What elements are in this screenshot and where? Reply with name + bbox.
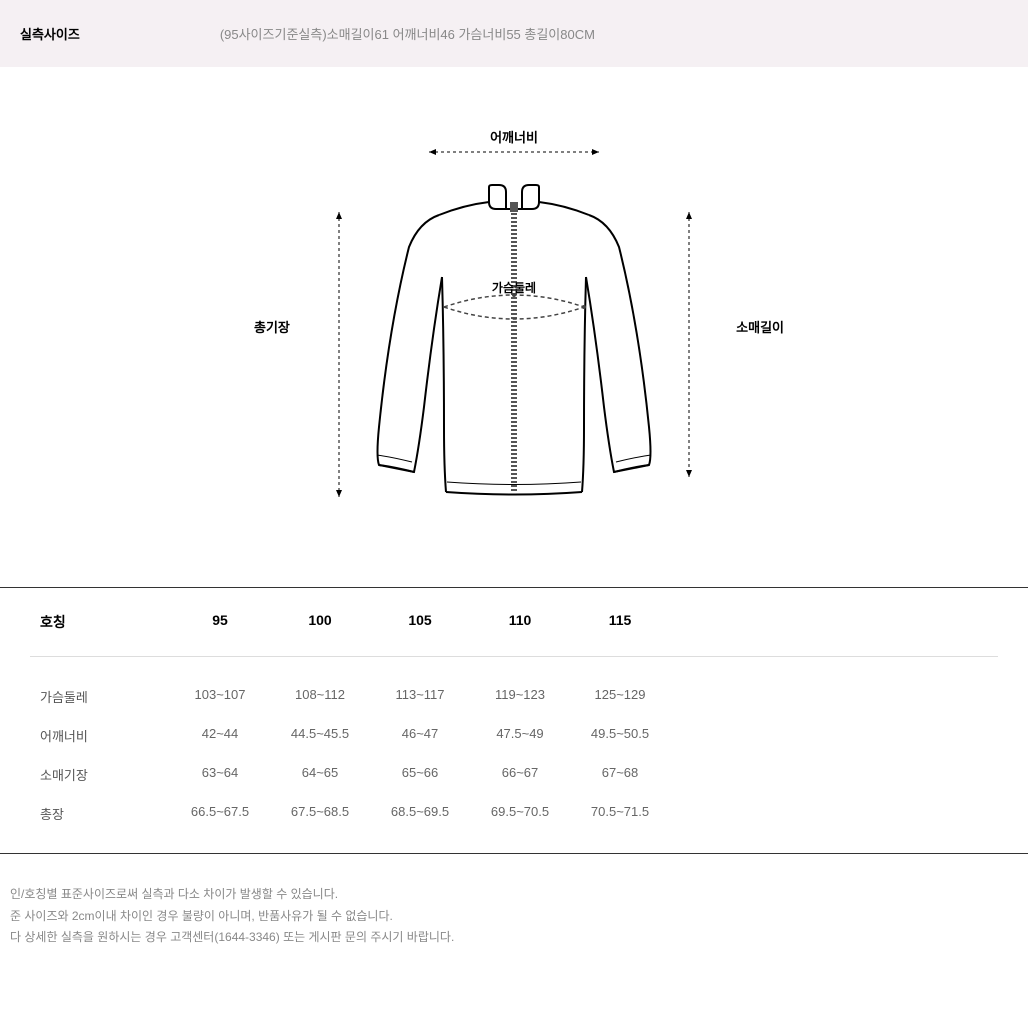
table-row: 소매기장 63~64 64~65 65~66 66~67 67~68: [30, 755, 998, 794]
label-total-length: 총기장: [254, 317, 290, 336]
table-cell: 46~47: [370, 726, 470, 745]
table-row: 어깨너비 42~44 44.5~45.5 46~47 47.5~49 49.5~…: [30, 716, 998, 755]
header-cell: 105: [370, 612, 470, 632]
jacket-diagram: [264, 147, 764, 547]
header-description: (95사이즈기준실측)소매길이61 어깨너비46 가슴너비55 총길이80CM: [220, 24, 595, 43]
diagram-area: 어깨너비 가슴둘레 총기장 소매길이: [0, 67, 1028, 587]
row-label: 어깨너비: [30, 726, 170, 745]
row-label: 소매기장: [30, 765, 170, 784]
header-cell: 100: [270, 612, 370, 632]
table-cell: 119~123: [470, 687, 570, 706]
table-cell: 65~66: [370, 765, 470, 784]
table-cell: 69.5~70.5: [470, 804, 570, 823]
table-header: 호칭 95 100 105 110 115: [30, 588, 998, 657]
header-cell: 115: [570, 612, 670, 632]
table-cell: 49.5~50.5: [570, 726, 670, 745]
header-cell: 110: [470, 612, 570, 632]
table-cell: 66.5~67.5: [170, 804, 270, 823]
table-row: 가슴둘레 103~107 108~112 113~117 119~123 125…: [30, 677, 998, 716]
header-cell: 95: [170, 612, 270, 632]
table-body: 가슴둘레 103~107 108~112 113~117 119~123 125…: [30, 657, 998, 853]
header-label: 실측사이즈: [20, 24, 80, 43]
table-cell: 67.5~68.5: [270, 804, 370, 823]
size-table: 호칭 95 100 105 110 115 가슴둘레 103~107 108~1…: [0, 587, 1028, 854]
header-bar: 실측사이즈 (95사이즈기준실측)소매길이61 어깨너비46 가슴너비55 총길…: [0, 0, 1028, 67]
table-cell: 64~65: [270, 765, 370, 784]
table-cell: 70.5~71.5: [570, 804, 670, 823]
table-cell: 66~67: [470, 765, 570, 784]
diagram-container: 어깨너비 가슴둘레 총기장 소매길이: [264, 147, 764, 547]
table-cell: 42~44: [170, 726, 270, 745]
footnote-line: 준 사이즈와 2cm이내 차이인 경우 불량이 아니며, 반품사유가 될 수 없…: [10, 906, 1018, 928]
footnote-line: 인/호칭별 표준사이즈로써 실측과 다소 차이가 발생할 수 있습니다.: [10, 884, 1018, 906]
table-cell: 44.5~45.5: [270, 726, 370, 745]
label-chest: 가슴둘레: [492, 279, 536, 296]
table-cell: 113~117: [370, 687, 470, 706]
footnotes: 인/호칭별 표준사이즈로써 실측과 다소 차이가 발생할 수 있습니다. 준 사…: [0, 854, 1028, 979]
row-label: 총장: [30, 804, 170, 823]
header-cell: 호칭: [30, 612, 170, 632]
table-cell: 108~112: [270, 687, 370, 706]
table-cell: 68.5~69.5: [370, 804, 470, 823]
table-cell: 67~68: [570, 765, 670, 784]
footnote-line: 다 상세한 실측을 원하시는 경우 고객센터(1644-3346) 또는 게시판…: [10, 927, 1018, 949]
table-row: 총장 66.5~67.5 67.5~68.5 68.5~69.5 69.5~70…: [30, 794, 998, 833]
table-cell: 47.5~49: [470, 726, 570, 745]
table-cell: 63~64: [170, 765, 270, 784]
label-sleeve-length: 소매길이: [736, 317, 784, 336]
row-label: 가슴둘레: [30, 687, 170, 706]
table-cell: 103~107: [170, 687, 270, 706]
label-shoulder-width: 어깨너비: [490, 127, 538, 146]
table-cell: 125~129: [570, 687, 670, 706]
